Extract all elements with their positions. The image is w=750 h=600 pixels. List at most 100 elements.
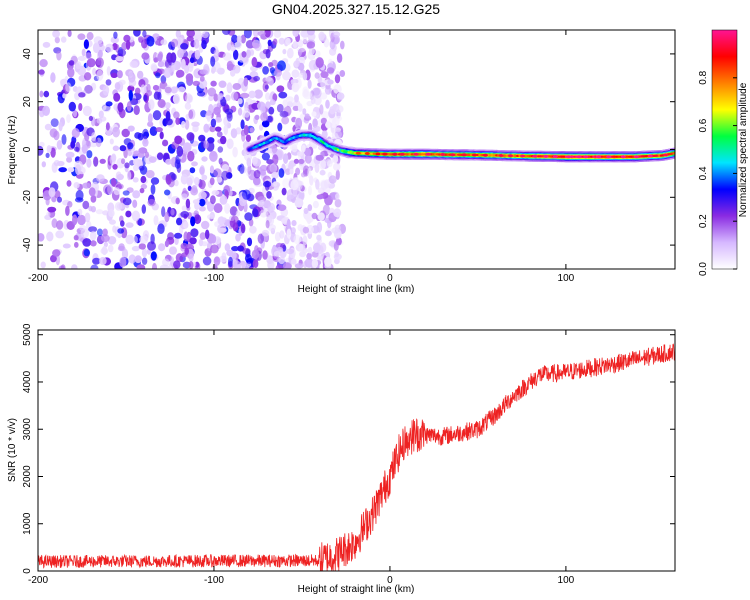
noise-speckle: [245, 134, 251, 142]
noise-speckle: [266, 191, 272, 199]
noise-speckle: [152, 84, 160, 91]
noise-speckle: [232, 222, 239, 232]
noise-speckle: [138, 147, 148, 154]
noise-speckle: [293, 60, 300, 68]
noise-speckle: [191, 185, 198, 194]
noise-speckle: [339, 70, 346, 77]
noise-speckle: [56, 160, 65, 167]
noise-speckle: [230, 44, 236, 52]
noise-speckle: [189, 167, 196, 174]
x-tick-label: -100: [204, 575, 224, 586]
colorbar-tick-label: 0.4: [698, 166, 709, 180]
noise-speckle: [58, 167, 67, 173]
noise-speckle: [140, 175, 147, 184]
noise-speckle: [213, 168, 222, 178]
noise-speckle: [184, 119, 190, 130]
noise-speckle: [335, 169, 340, 180]
noise-speckle: [281, 116, 290, 125]
noise-speckle: [252, 259, 259, 269]
noise-speckle: [217, 227, 227, 233]
noise-speckle: [175, 117, 181, 125]
noise-speckle: [210, 195, 216, 205]
noise-speckle: [285, 37, 291, 46]
noise-speckle: [209, 165, 215, 174]
noise-speckle: [320, 180, 329, 190]
noise-speckle: [113, 31, 118, 39]
noise-speckle: [110, 72, 118, 79]
noise-speckle: [159, 131, 164, 140]
noise-speckle: [133, 235, 138, 244]
noise-speckle: [119, 145, 127, 152]
noise-speckle: [265, 92, 271, 101]
noise-speckle: [67, 201, 73, 208]
noise-speckle: [189, 237, 197, 245]
noise-speckle: [141, 52, 150, 60]
noise-speckle: [290, 79, 295, 85]
noise-speckle: [115, 56, 124, 62]
noise-speckle: [169, 246, 177, 255]
y-tick-label: 4000: [22, 370, 33, 393]
noise-speckle: [90, 240, 97, 247]
noise-speckle: [122, 197, 132, 206]
spectrogram-x-ticks: -200 -100 0 100: [28, 30, 575, 284]
x-tick-label: 0: [387, 273, 393, 284]
noise-speckle: [109, 219, 116, 225]
noise-speckle: [128, 254, 136, 264]
noise-speckle: [209, 177, 215, 186]
noise-speckle: [209, 150, 218, 162]
noise-speckle: [267, 202, 276, 213]
ridge-peak: [566, 155, 572, 159]
noise-speckle: [213, 93, 219, 102]
noise-speckle: [77, 214, 86, 226]
noise-speckle: [186, 36, 194, 42]
noise-speckle: [257, 30, 266, 37]
noise-speckle: [302, 226, 310, 234]
noise-speckle: [201, 174, 208, 181]
noise-speckle: [261, 120, 270, 128]
noise-speckle: [322, 204, 330, 216]
noise-speckle: [165, 174, 172, 185]
noise-speckle: [243, 77, 249, 87]
noise-speckle: [132, 177, 139, 183]
noise-speckle: [185, 198, 191, 209]
noise-speckle: [194, 176, 200, 186]
noise-speckle: [92, 257, 101, 265]
ridge-peak: [440, 153, 446, 156]
noise-speckle: [210, 56, 216, 67]
noise-speckle: [153, 91, 161, 100]
noise-speckle: [68, 101, 77, 112]
noise-speckle: [292, 30, 299, 37]
noise-speckle: [49, 128, 58, 138]
noise-speckle: [113, 187, 121, 196]
noise-speckle: [119, 257, 127, 268]
noise-speckle: [128, 78, 137, 87]
y-tick-label: 20: [22, 96, 33, 108]
noise-speckle: [125, 39, 131, 50]
noise-speckle: [261, 229, 270, 237]
ridge-peak: [425, 152, 431, 156]
noise-speckle: [172, 93, 180, 105]
x-tick-label: -200: [28, 575, 48, 586]
noise-speckle: [332, 155, 339, 163]
noise-speckle: [42, 41, 51, 48]
noise-speckle: [274, 231, 281, 242]
noise-speckle: [158, 243, 166, 252]
noise-speckle: [333, 208, 342, 218]
noise-speckle: [105, 79, 112, 86]
noise-speckle: [140, 84, 146, 94]
y-tick-label: 0: [22, 568, 33, 574]
noise-speckle: [273, 181, 278, 187]
noise-speckle: [252, 39, 261, 49]
noise-speckle: [273, 69, 282, 77]
noise-speckle: [304, 257, 314, 268]
noise-speckle: [324, 86, 332, 95]
noise-speckle: [248, 90, 256, 99]
noise-speckle: [51, 218, 58, 229]
noise-speckle: [306, 252, 312, 260]
noise-speckle: [113, 92, 121, 102]
noise-speckle: [224, 203, 231, 214]
noise-speckle: [336, 92, 345, 100]
noise-speckle: [334, 251, 340, 258]
ridge-peak: [498, 154, 504, 157]
